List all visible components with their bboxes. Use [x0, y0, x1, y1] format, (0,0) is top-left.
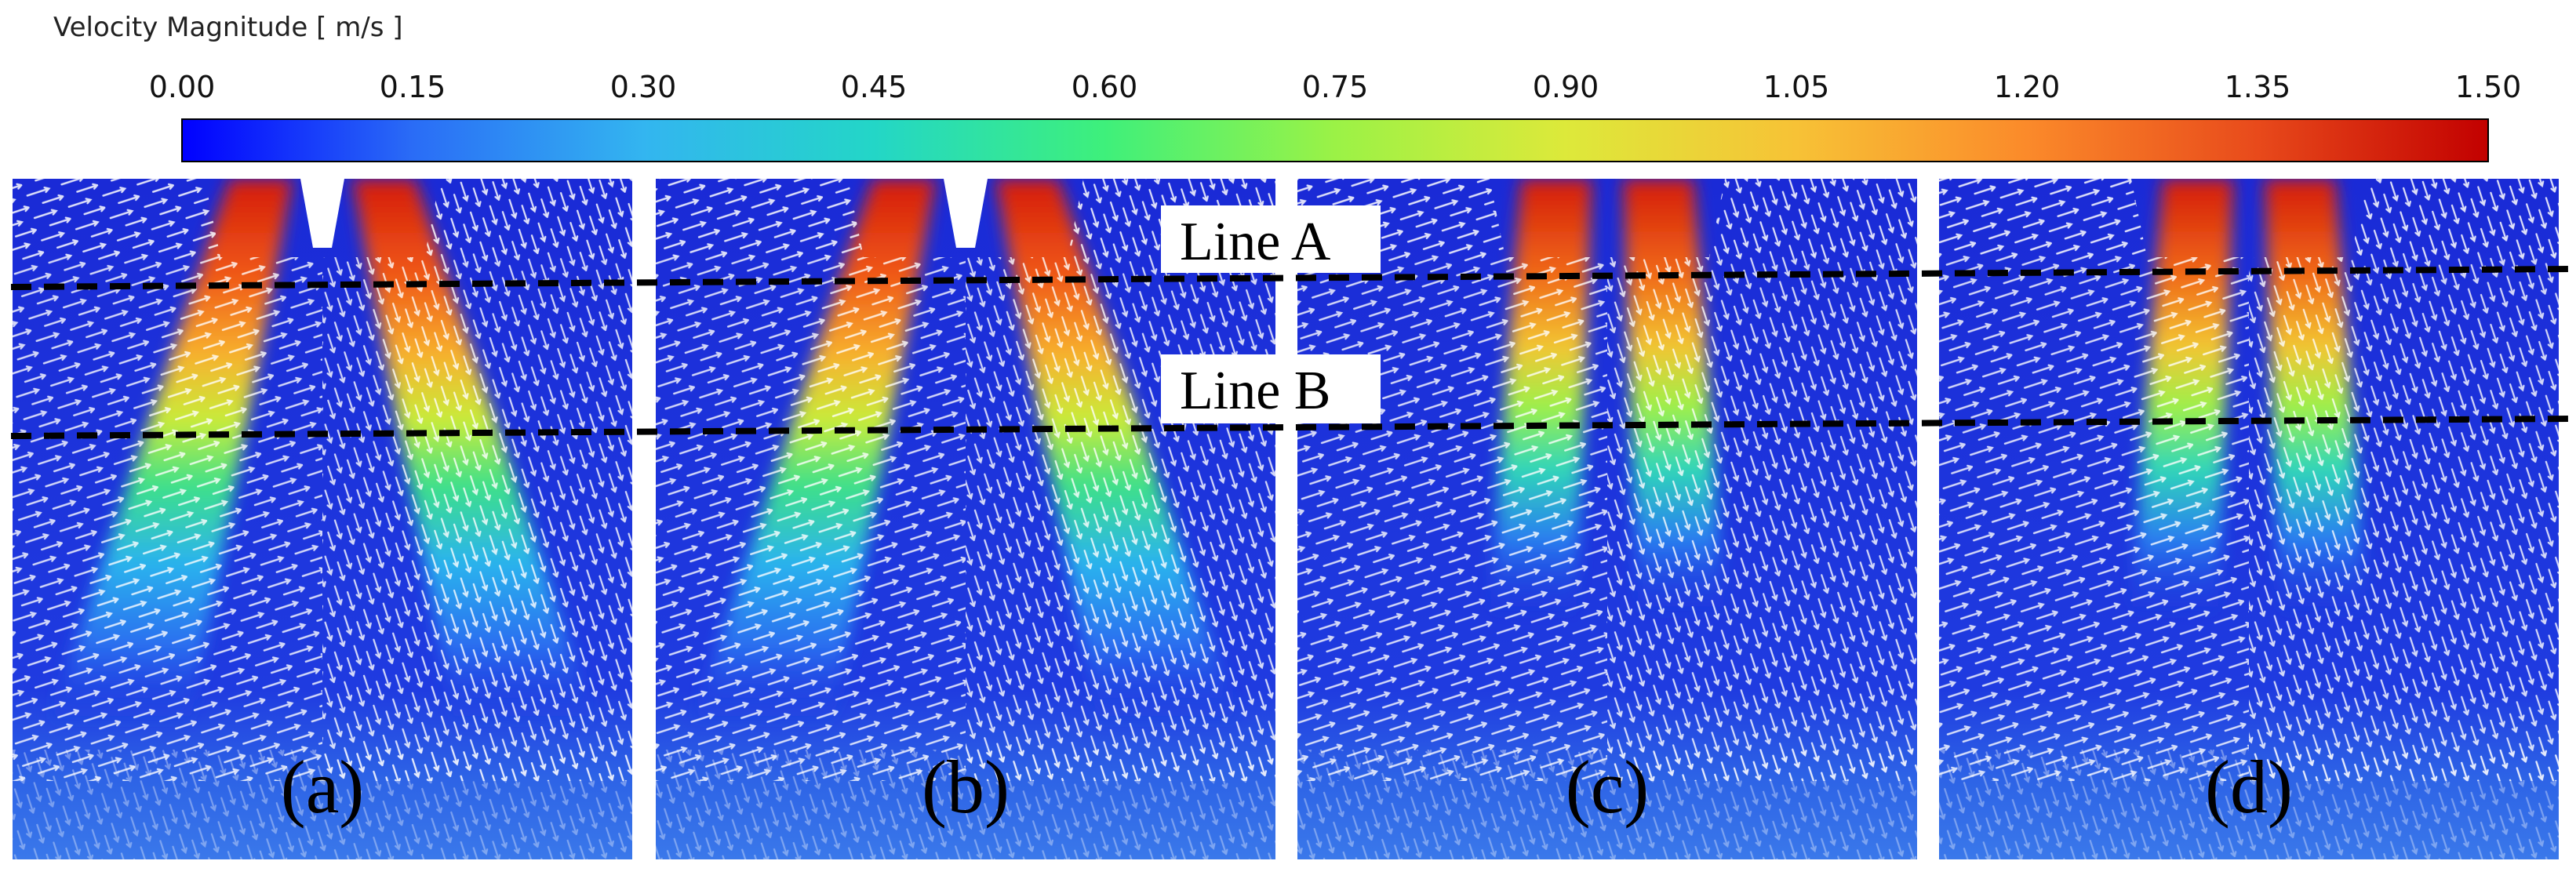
colorbar-tick-labels: 0.00 0.15 0.30 0.45 0.60 0.75 0.90 1.05 1.20 1.35…	[149, 70, 2522, 162]
velocity-vectors	[1709, 179, 1917, 257]
velocity-vectors	[2249, 257, 2559, 781]
colorbar-tick-label: 0.00	[149, 70, 216, 104]
panel-a: (a)	[13, 179, 632, 859]
panel-label: (c)	[1566, 745, 1650, 829]
panel-label: (b)	[922, 745, 1010, 829]
colorbar-tick-label: 0.30	[610, 70, 677, 104]
velocity-vectors	[966, 257, 1275, 781]
velocity-vectors	[1939, 179, 2147, 257]
colorbar-tick-label: 0.45	[841, 70, 908, 104]
colorbar-tick-label: 1.50	[2455, 70, 2522, 104]
velocity-vectors	[656, 179, 864, 257]
colorbar-tick-label: 0.75	[1302, 70, 1369, 104]
colorbar-tick-label: 0.15	[380, 70, 446, 104]
velocity-vectors	[656, 257, 966, 781]
panel-c: (c)	[1297, 179, 1917, 859]
velocity-vectors	[322, 257, 632, 781]
velocity-vectors	[13, 179, 220, 257]
colorbar-tick-label: 0.60	[1072, 70, 1138, 104]
velocity-vectors	[1939, 257, 2249, 781]
colorbar-tick-label: 1.05	[1763, 70, 1830, 104]
line-a-label: Line A	[1180, 212, 1331, 272]
nozzle-divider	[300, 179, 344, 248]
velocity-vectors	[13, 257, 322, 781]
colorbar-title: Velocity Magnitude [ m/s ]	[53, 12, 403, 43]
nozzle-divider	[944, 179, 988, 248]
panel-label: (d)	[2205, 745, 2293, 829]
reference-lines: Line A Line B	[10, 205, 2571, 439]
line-b-label: Line B	[1180, 361, 1330, 421]
line-b-label-box	[1161, 354, 1381, 423]
velocity-vectors	[1939, 750, 2559, 859]
velocity-vectors	[424, 179, 632, 257]
velocity-vectors	[13, 750, 632, 859]
contour-panels: (a) (b) (c) (d)	[13, 179, 2559, 859]
colorbar: Velocity Magnitude [ m/s ] 0.00 0.15 0.30 0…	[53, 12, 2521, 162]
panel-d: (d)	[1939, 179, 2559, 859]
velocity-vectors	[656, 750, 1275, 859]
colorbar-tick-label: 0.90	[1533, 70, 1599, 104]
velocity-vectors	[1607, 257, 1917, 781]
velocity-vectors	[2351, 179, 2559, 257]
panel-label: (a)	[281, 745, 365, 829]
colorbar-tick-label: 1.20	[1994, 70, 2061, 104]
velocity-vectors	[1297, 750, 1917, 859]
colorbar-gradient	[181, 118, 2489, 162]
velocity-vectors	[1297, 257, 1607, 781]
line-a-label-box	[1161, 205, 1381, 273]
colorbar-tick-label: 1.35	[2225, 70, 2291, 104]
